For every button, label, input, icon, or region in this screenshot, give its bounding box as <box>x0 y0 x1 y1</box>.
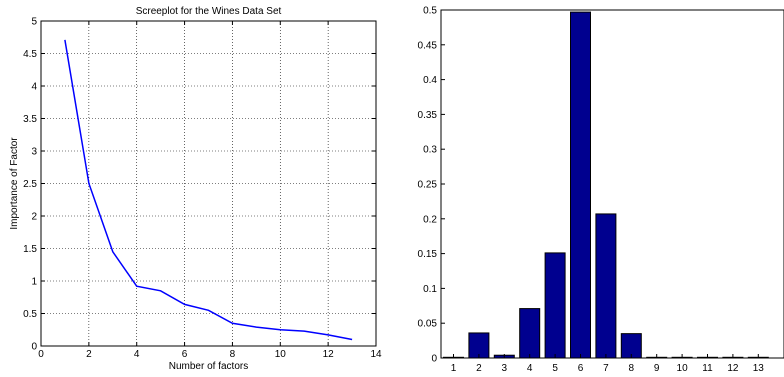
screeplot-series-line <box>64 39 353 341</box>
bar-chart-y-tick-label: 0.25 <box>418 180 438 191</box>
screeplot-chart: 0 2 4 6 8 10 12 14 0 0.5 1 1.5 2 2.5 3 3.5 4 4.5 5 Screepl… <box>9 6 382 372</box>
bar-chart-y-tick-label: 0.2 <box>423 214 437 225</box>
bar-chart-x-tick-label: 3 <box>502 363 508 374</box>
screeplot-title: Screeplot for the Wines Data Set <box>136 6 282 17</box>
bar-chart-x-tick-label: 8 <box>629 363 635 374</box>
screeplot-y-tick-label: 3.5 <box>23 114 37 125</box>
bar-chart-bars <box>443 11 769 359</box>
bar-chart-x-tick-label: 11 <box>702 363 713 374</box>
bar-chart-y-tick-label: 0.4 <box>423 75 437 86</box>
bar-6 <box>570 11 591 359</box>
bar-chart-y-tick-label: 0 <box>431 354 437 365</box>
screeplot-x-tick-label: 6 <box>182 349 188 360</box>
screeplot-x-tick-label: 2 <box>86 349 92 360</box>
bar-chart-y-tick-label: 0.15 <box>418 249 438 260</box>
screeplot-x-tick-label: 4 <box>134 349 140 360</box>
screeplot-y-tick-label: 1 <box>31 277 37 288</box>
bar-chart-x-tick-label: 5 <box>552 363 558 374</box>
bar-chart-y-tick-label: 0.1 <box>423 284 437 295</box>
bar-chart-x-tick-label: 6 <box>578 363 584 374</box>
bar-chart-x-tick-label: 4 <box>527 363 533 374</box>
screeplot-y-tick-label: 2.5 <box>23 179 37 190</box>
bar-chart-y-tick-label: 0.5 <box>423 6 437 17</box>
screeplot-y-tick-label: 4 <box>31 82 37 93</box>
screeplot-grid <box>40 20 377 347</box>
screeplot-axes-frame <box>40 20 377 347</box>
screeplot-x-tick-label: 8 <box>230 349 236 360</box>
bar-chart-y-tick-label: 0.35 <box>418 110 438 121</box>
bar-chart-y-tick-label: 0.05 <box>418 319 438 330</box>
screeplot-y-tick-label: 2 <box>31 212 37 223</box>
screeplot-x-tick-label: 10 <box>275 349 287 360</box>
screeplot-x-axis-label: Number of factors <box>169 361 248 372</box>
screeplot-x-tick-label: 12 <box>323 349 335 360</box>
bar-chart-x-tick-label: 13 <box>753 363 765 374</box>
screeplot-y-tick-label: 4.5 <box>23 49 37 60</box>
bar-chart-ticks: 1 2 3 4 5 6 7 8 9 10 11 12 1300.050.10.150.20.250.30… <box>418 6 765 375</box>
bar-7 <box>595 213 617 359</box>
bar-chart-x-tick-label: 2 <box>476 363 482 374</box>
screeplot-y-axis-label: Importance of Factor <box>9 137 20 230</box>
bar-chart-x-tick-label: 10 <box>677 363 689 374</box>
bar-5 <box>544 252 566 359</box>
screeplot-x-tick-label: 0 <box>38 349 44 360</box>
screeplot-y-tick-label: 0 <box>31 342 37 353</box>
screeplot-y-tick-label: 1.5 <box>23 244 37 255</box>
bar-chart-y-tick-label: 0.45 <box>418 40 438 51</box>
bar-chart: 1 2 3 4 5 6 7 8 9 10 11 12 1300.050.10.150.20.250.30… <box>418 6 784 375</box>
bar-chart-x-tick-label: 9 <box>654 363 660 374</box>
screeplot-y-tick-label: 3 <box>31 147 37 158</box>
screeplot-x-tick-label: 14 <box>370 349 382 360</box>
bar-4 <box>519 308 541 359</box>
bar-chart-y-tick-label: 0.3 <box>423 145 437 156</box>
screeplot-y-tick-label: 5 <box>31 17 37 28</box>
bar-chart-x-tick-label: 1 <box>451 363 457 374</box>
bar-chart-x-tick-label: 7 <box>603 363 609 374</box>
screeplot-y-tick-label: 0.5 <box>23 309 37 320</box>
bar-chart-x-tick-label: 12 <box>727 363 739 374</box>
bar-chart-axes-frame <box>440 9 784 359</box>
